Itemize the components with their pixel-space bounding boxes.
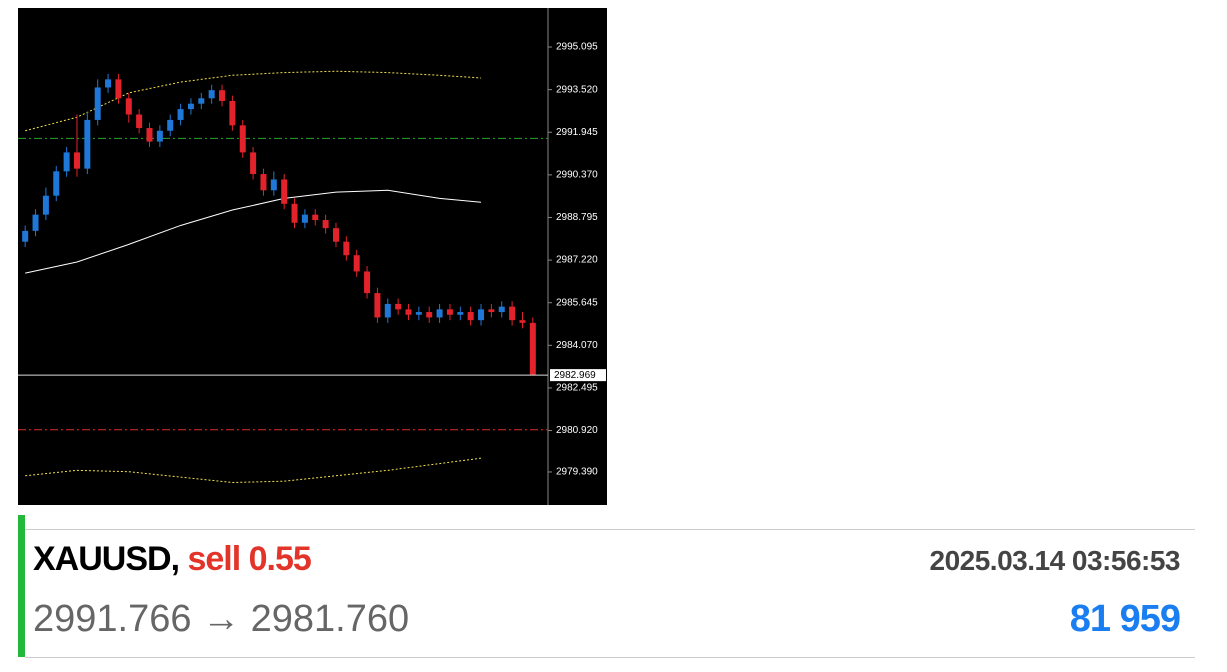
- y-tick-label: 2982.495: [556, 383, 598, 394]
- trade-header: XAUUSD, sell 0.55 2025.03.14 03:56:53: [33, 540, 1180, 579]
- candle-body: [343, 241, 350, 256]
- y-tick-label: 2991.945: [556, 127, 598, 138]
- candle-body: [436, 309, 443, 318]
- candle-body: [488, 309, 495, 313]
- candle-body: [156, 130, 163, 142]
- divider: [25, 529, 1195, 530]
- candle-body: [405, 309, 412, 315]
- candle-body: [187, 103, 194, 110]
- trade-side: sell 0.55: [187, 540, 311, 578]
- price-range: 2991.766 → 2981.760: [33, 598, 409, 641]
- open-price: 2991.766: [33, 598, 192, 640]
- candle-body: [478, 309, 485, 321]
- candle-body: [374, 293, 381, 318]
- y-tick-label: 2980.920: [556, 425, 598, 436]
- candle-body: [446, 309, 453, 315]
- price-chart: 2995.095 2993.520 2991.945 2990.370 2988.795…: [18, 8, 607, 505]
- candle-body: [219, 90, 226, 101]
- arrow: →: [202, 598, 241, 640]
- candle-body: [115, 79, 122, 99]
- candle-body: [312, 214, 319, 221]
- candle-body: [136, 114, 143, 129]
- symbol: XAUUSD,: [33, 540, 180, 578]
- candle-body: [42, 195, 49, 215]
- last-price-label: 2982.969: [554, 370, 596, 381]
- candle-body: [250, 152, 257, 175]
- candle-body: [322, 220, 329, 229]
- candle-body: [22, 230, 29, 242]
- candle-body: [146, 128, 153, 142]
- close-price: 2981.760: [250, 598, 410, 640]
- candle-body: [260, 174, 267, 191]
- indicator-line: [25, 457, 482, 484]
- y-tick-label: 2987.220: [556, 255, 598, 266]
- divider: [25, 657, 1195, 658]
- indicator-line: [25, 189, 482, 274]
- last-price-box: [550, 369, 606, 382]
- y-tick-label: 2988.795: [556, 212, 598, 223]
- y-tick-label: 2995.095: [556, 42, 598, 53]
- y-tick-label: 2979.390: [556, 467, 598, 478]
- candle-body: [94, 87, 101, 120]
- candle-body: [167, 119, 174, 131]
- y-tick-label: 2993.520: [556, 84, 598, 95]
- candle-body: [395, 303, 402, 310]
- y-tick-label: 2990.370: [556, 170, 598, 181]
- candle-body: [125, 98, 132, 115]
- candle-body: [457, 312, 464, 315]
- candle-body: [73, 152, 80, 169]
- candle-body: [467, 312, 474, 321]
- candle-body: [281, 179, 288, 204]
- candle-body: [364, 271, 371, 294]
- candle-body: [498, 306, 505, 313]
- candle-body: [301, 214, 308, 223]
- candle-body: [509, 306, 516, 321]
- trade-time: 2025.03.14 03:56:53: [929, 545, 1181, 576]
- candle-body: [384, 303, 391, 318]
- indicator-line: [25, 70, 482, 132]
- y-tick-label: 2985.645: [556, 297, 598, 308]
- candle-body: [415, 312, 422, 315]
- candle-body: [177, 109, 184, 120]
- trade-title: XAUUSD, sell 0.55: [33, 540, 312, 579]
- candle-body: [426, 312, 433, 318]
- candle-body: [529, 322, 536, 376]
- candle-body: [519, 320, 526, 323]
- candle-body: [270, 179, 277, 191]
- candle-body: [332, 228, 339, 242]
- candle-body: [208, 90, 215, 99]
- candle-body: [63, 152, 70, 172]
- candle-body: [229, 100, 236, 126]
- candle-body: [32, 214, 39, 231]
- candle-body: [105, 79, 112, 88]
- candle-body: [84, 119, 91, 169]
- candle-body: [198, 98, 205, 104]
- profit: 81 959: [1069, 598, 1181, 640]
- trade-prices: 2991.766 → 2981.760 81 959: [33, 598, 1181, 641]
- accent-bar: [18, 515, 25, 657]
- candle-body: [53, 171, 60, 196]
- y-tick-label: 2984.070: [556, 340, 598, 351]
- candle-body: [353, 255, 360, 272]
- candle-body: [239, 125, 246, 153]
- candle-body: [291, 203, 298, 223]
